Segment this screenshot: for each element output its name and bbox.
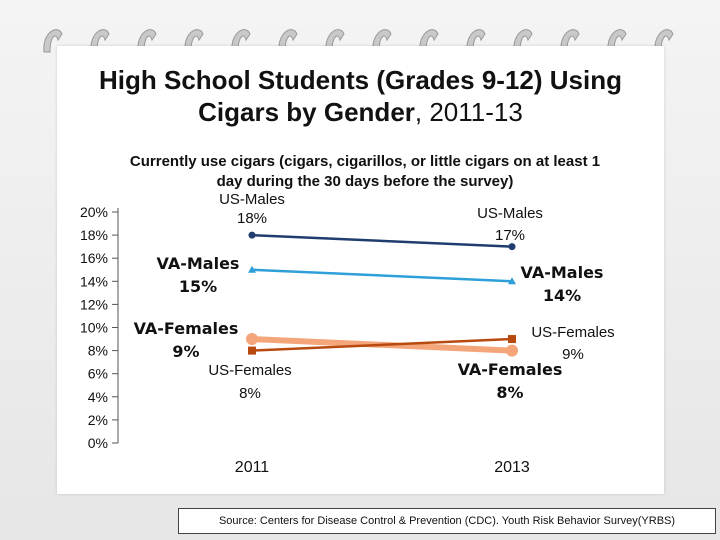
chart-title-suffix: , 2011-13 <box>414 97 523 127</box>
data-label: VA-Females 9% <box>134 319 239 361</box>
data-point <box>246 333 258 346</box>
data-label-value: 15% <box>179 277 217 296</box>
chart-subtitle: Currently use cigars (cigars, cigarillos… <box>129 153 601 190</box>
data-label-name: VA-Females <box>458 360 563 379</box>
y-tick-label: 18% <box>80 227 108 243</box>
y-tick-label: 4% <box>88 389 108 405</box>
data-point <box>248 265 256 273</box>
series-line <box>250 337 514 352</box>
notebook-ring <box>43 29 63 53</box>
y-tick-label: 16% <box>80 250 108 266</box>
chart-title: High School Students (Grades 9-12) Using… <box>57 64 664 128</box>
data-label: VA-Females 8% <box>458 360 563 402</box>
data-label: VA-Males 15% <box>157 254 240 296</box>
data-point <box>508 335 516 344</box>
series-line <box>250 233 514 248</box>
data-point <box>508 277 516 285</box>
y-tick-label: 8% <box>88 343 108 359</box>
slide-card <box>57 46 664 494</box>
y-tick-label: 14% <box>80 273 108 289</box>
data-point <box>248 231 256 239</box>
y-tick-label: 10% <box>80 320 108 336</box>
data-label-name: VA-Females <box>134 319 239 338</box>
data-label-name: US-Females <box>208 362 291 379</box>
data-label-value: 18% <box>237 210 267 227</box>
data-label-name: US-Females <box>531 324 614 341</box>
y-tick-label: 2% <box>88 412 108 428</box>
data-point <box>248 346 256 355</box>
data-label-value: 9% <box>172 342 199 361</box>
data-label-name: VA-Males <box>157 254 240 273</box>
source-note: Source: Centers for Disease Control & Pr… <box>178 508 716 534</box>
x-tick-label: 2013 <box>494 459 530 476</box>
data-label-name: US-Males <box>219 191 285 208</box>
y-tick-label: 20% <box>80 204 108 220</box>
y-tick-label: 12% <box>80 296 108 312</box>
data-label: VA-Males 14% <box>521 263 604 305</box>
y-tick-label: 0% <box>88 435 108 451</box>
chart-title-main: High School Students (Grades 9-12) Using… <box>99 65 622 127</box>
data-label-value: 9% <box>562 346 584 363</box>
series-line <box>250 268 514 283</box>
x-tick-label: 2011 <box>235 459 270 476</box>
data-label-name: US-Males <box>477 205 543 222</box>
data-label: US-Females 9% <box>531 324 614 363</box>
y-tick-label: 6% <box>88 366 108 382</box>
data-label-value: 8% <box>496 383 523 402</box>
data-label-value: 8% <box>239 385 261 402</box>
data-label-name: VA-Males <box>521 263 604 282</box>
data-label-value: 14% <box>543 286 581 305</box>
data-label: US-Males 18% <box>219 191 285 227</box>
data-label: US-Males 17% <box>477 205 543 244</box>
data-label: US-Females 8% <box>208 362 291 402</box>
data-point <box>506 344 518 357</box>
data-label-value: 17% <box>495 227 525 244</box>
data-point <box>508 243 516 251</box>
